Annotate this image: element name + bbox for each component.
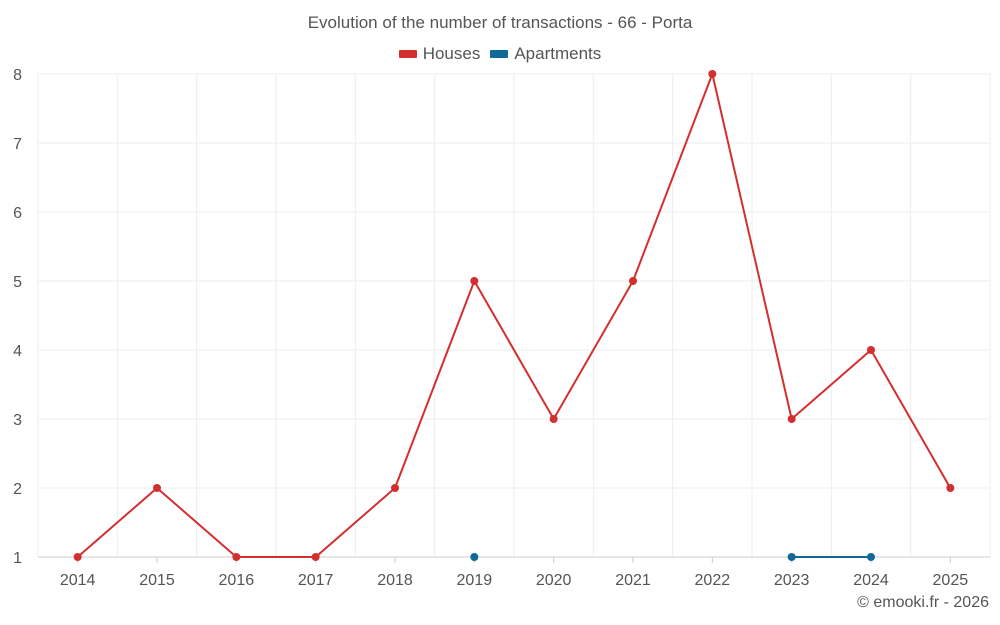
y-tick-label: 4 — [13, 343, 22, 360]
data-point-houses — [946, 484, 955, 492]
x-tick-label: 2021 — [615, 572, 651, 589]
data-point-houses — [470, 277, 479, 285]
data-point-houses — [232, 553, 241, 561]
legend-label-apartments: Apartments — [514, 44, 602, 63]
credit-text: © emooki.fr - 2026 — [857, 594, 989, 611]
data-point-houses — [311, 553, 320, 561]
x-tick-label: 2023 — [774, 572, 810, 589]
legend-swatch-houses — [398, 50, 417, 58]
data-point-houses — [867, 346, 875, 354]
data-point-houses — [391, 484, 399, 492]
series-line-houses — [870, 349, 952, 489]
series-line-houses — [711, 73, 793, 420]
series-line-houses — [552, 280, 634, 420]
y-tick-label: 5 — [13, 274, 22, 291]
x-tick-label: 2019 — [457, 572, 493, 589]
y-tick-label: 8 — [13, 67, 22, 84]
data-point-houses — [708, 70, 717, 78]
series-line-houses — [632, 73, 714, 282]
chart-title: Evolution of the number of transactions … — [307, 13, 693, 32]
series-line-houses — [394, 280, 476, 489]
data-point-houses — [787, 415, 796, 423]
series-line-houses — [791, 349, 872, 420]
y-tick-label: 7 — [13, 136, 22, 153]
y-tick-label: 3 — [13, 412, 22, 429]
x-tick-label: 2018 — [377, 572, 413, 589]
series-line-houses — [156, 487, 237, 558]
x-tick-label: 2025 — [933, 572, 969, 589]
x-tick-label: 2016 — [219, 572, 255, 589]
data-point-apartments — [867, 553, 875, 561]
data-point-apartments — [787, 553, 796, 561]
y-tick-label: 1 — [13, 550, 22, 567]
x-tick-label: 2022 — [695, 572, 731, 589]
series-line-houses — [315, 487, 396, 558]
data-point-apartments — [470, 553, 479, 561]
legend-label-houses: Houses — [422, 44, 481, 63]
x-tick-label: 2015 — [139, 572, 175, 589]
legend: Houses Apartments — [0, 44, 1000, 64]
x-tick-label: 2014 — [60, 572, 96, 589]
x-tick-label: 2017 — [298, 572, 334, 589]
legend-item-apartments[interactable]: Apartments — [490, 44, 601, 64]
series-line-houses — [77, 487, 158, 558]
x-tick-label: 2024 — [853, 572, 889, 589]
x-tick-label: 2020 — [536, 572, 572, 589]
data-point-houses — [73, 553, 82, 561]
y-tick-label: 2 — [13, 481, 22, 498]
series-line-houses — [473, 280, 555, 420]
data-point-houses — [153, 484, 161, 492]
legend-item-houses[interactable]: Houses — [398, 44, 481, 64]
legend-swatch-apartments — [490, 50, 509, 58]
y-tick-label: 6 — [13, 205, 22, 222]
data-point-houses — [549, 415, 558, 423]
data-point-houses — [629, 277, 637, 285]
